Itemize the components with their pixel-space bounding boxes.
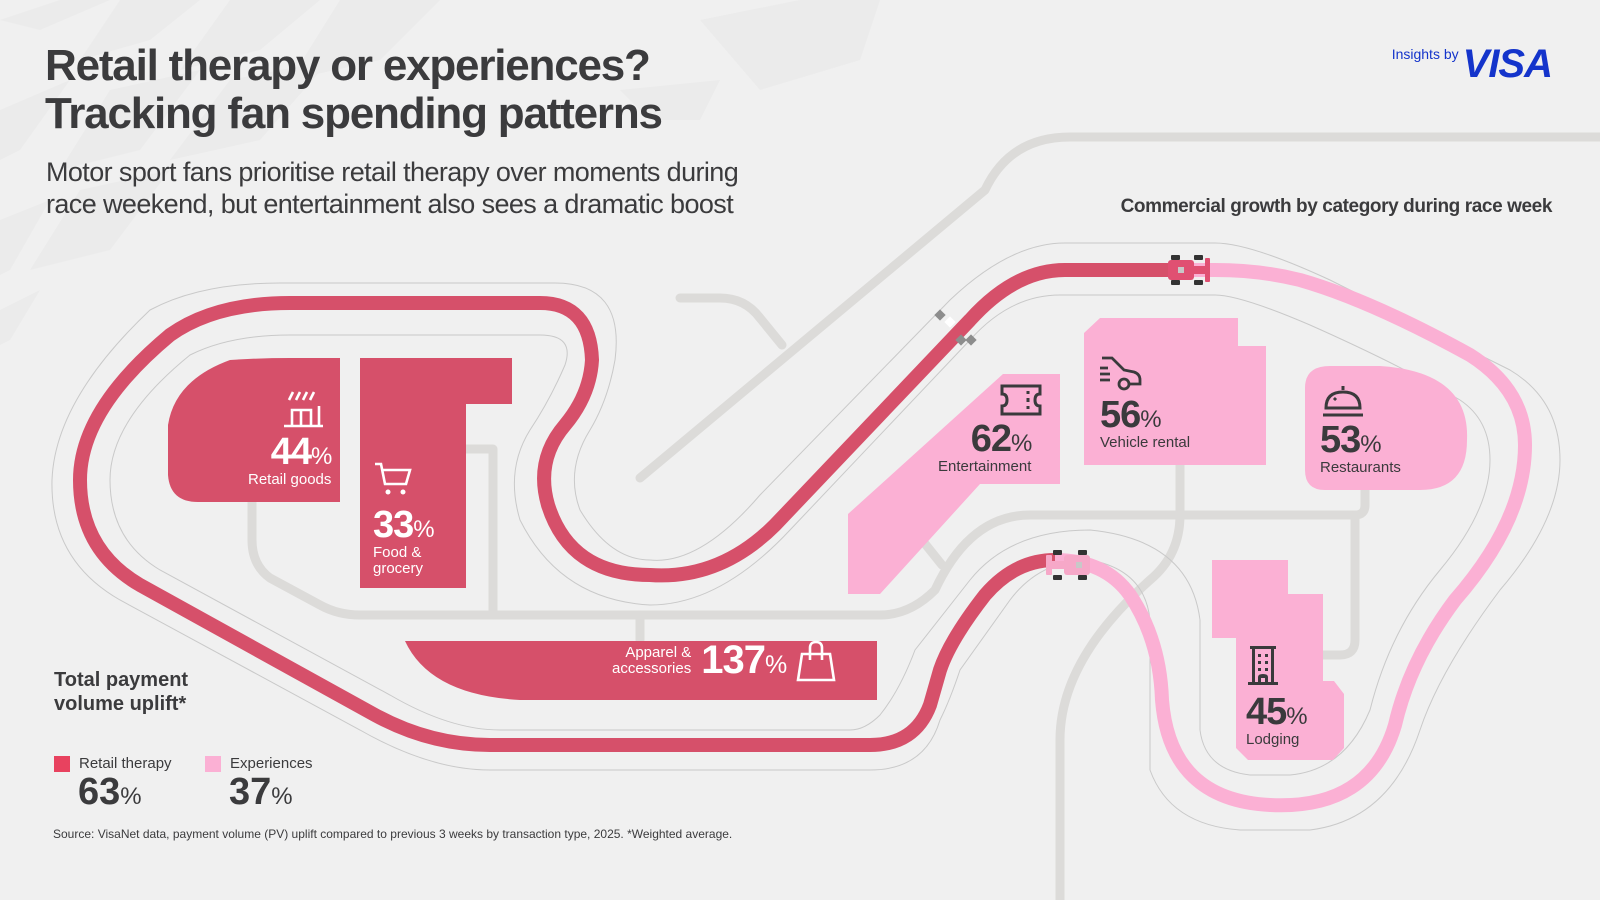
road-food-connector [458,444,498,620]
checkered-flag-background [0,0,880,345]
legend-swatch-experiences [205,755,221,772]
title-line-1: Retail therapy or experiences? [45,41,651,90]
roads [247,132,1600,900]
legend-label: Retail therapy [79,755,172,772]
category-label: Lodging [1246,731,1300,748]
category-value: 62% [970,418,1033,460]
subtitle-line-1: Motor sport fans prioritise retail thera… [46,157,739,187]
block-lodging [1212,560,1344,760]
page-subtitle: Motor sport fans prioritise retail thera… [46,156,866,220]
category-label: grocery [373,560,424,577]
block-restaurants [1305,366,1468,490]
legend-title: Total payment volume uplift* [54,669,189,715]
visa-logo: Insights by VISA [1391,42,1553,86]
legend-item-experiences: Experiences 37% [205,755,313,817]
car-icon [1098,356,1142,392]
block-vehicle-rental [1084,318,1266,465]
category-vehicle-rental: 56% Vehicle rental [1100,396,1190,450]
road-left-connector [247,493,885,620]
shopping-cart-icon [373,460,413,500]
block-apparel [405,641,877,700]
track-retail-segment [73,263,1190,752]
track-outline [51,242,1561,831]
legend-item-retail-therapy: Retail therapy 63% [54,755,172,817]
page-title: Retail therapy or experiences? Tracking … [45,41,663,138]
category-label: Entertainment [938,458,1032,475]
block-retail-goods [168,358,340,502]
road-top-diagonal [635,132,1600,483]
legend-label: Experiences [230,755,313,772]
category-lodging: 45% Lodging [1246,691,1308,748]
logo-brand: VISA [1462,42,1553,86]
race-car-icon [1168,255,1210,285]
block-food-grocery [360,358,512,588]
category-entertainment: 62% Entertainment [938,418,1033,475]
logo-prefix: Insights by [1391,46,1459,62]
road-middle [875,483,1370,620]
subtitle-line-2: race weekend, but entertainment also see… [46,189,734,219]
factory-icon [283,390,325,428]
category-label: Retail goods [248,471,332,488]
category-restaurants: 53% Restaurants [1320,421,1401,475]
road-center-down [1055,510,1185,900]
category-apparel: Apparel & accessories 137% [612,638,836,683]
road-branch [675,293,787,350]
hotel-icon [1248,646,1278,686]
race-car-icon [1046,550,1090,580]
road-lodging-connector [1317,510,1360,660]
category-value: 137% [701,638,787,682]
source-note: Source: VisaNet data, payment volume (PV… [53,827,733,841]
section-title: Commercial growth by category during rac… [1120,196,1553,217]
category-label: Food & [373,544,422,561]
legend-value: 37% [229,771,293,813]
legend-swatch-retail [54,755,70,772]
category-label: Restaurants [1320,459,1401,476]
ticket-icon [1000,384,1042,416]
cloche-icon [1322,384,1364,418]
block-entertainment [848,374,1060,594]
title-line-2: Tracking fan spending patterns [45,89,663,138]
shopping-bag-icon [796,640,836,682]
category-value: 45% [1246,691,1308,733]
category-label: Vehicle rental [1100,434,1191,451]
category-food-grocery: 33% Food & grocery [373,504,435,577]
category-value: 53% [1320,419,1382,461]
track-experiences-segment [1054,263,1532,813]
category-value: 44% [270,431,333,473]
category-label: Apparel & accessories [612,643,692,677]
start-line-marker [934,309,977,346]
legend-value: 63% [78,771,142,813]
category-value: 33% [373,504,435,546]
category-value: 56% [1100,394,1162,436]
road-entertainment-link [917,535,947,570]
category-retail-goods: 44% Retail goods [248,431,333,488]
